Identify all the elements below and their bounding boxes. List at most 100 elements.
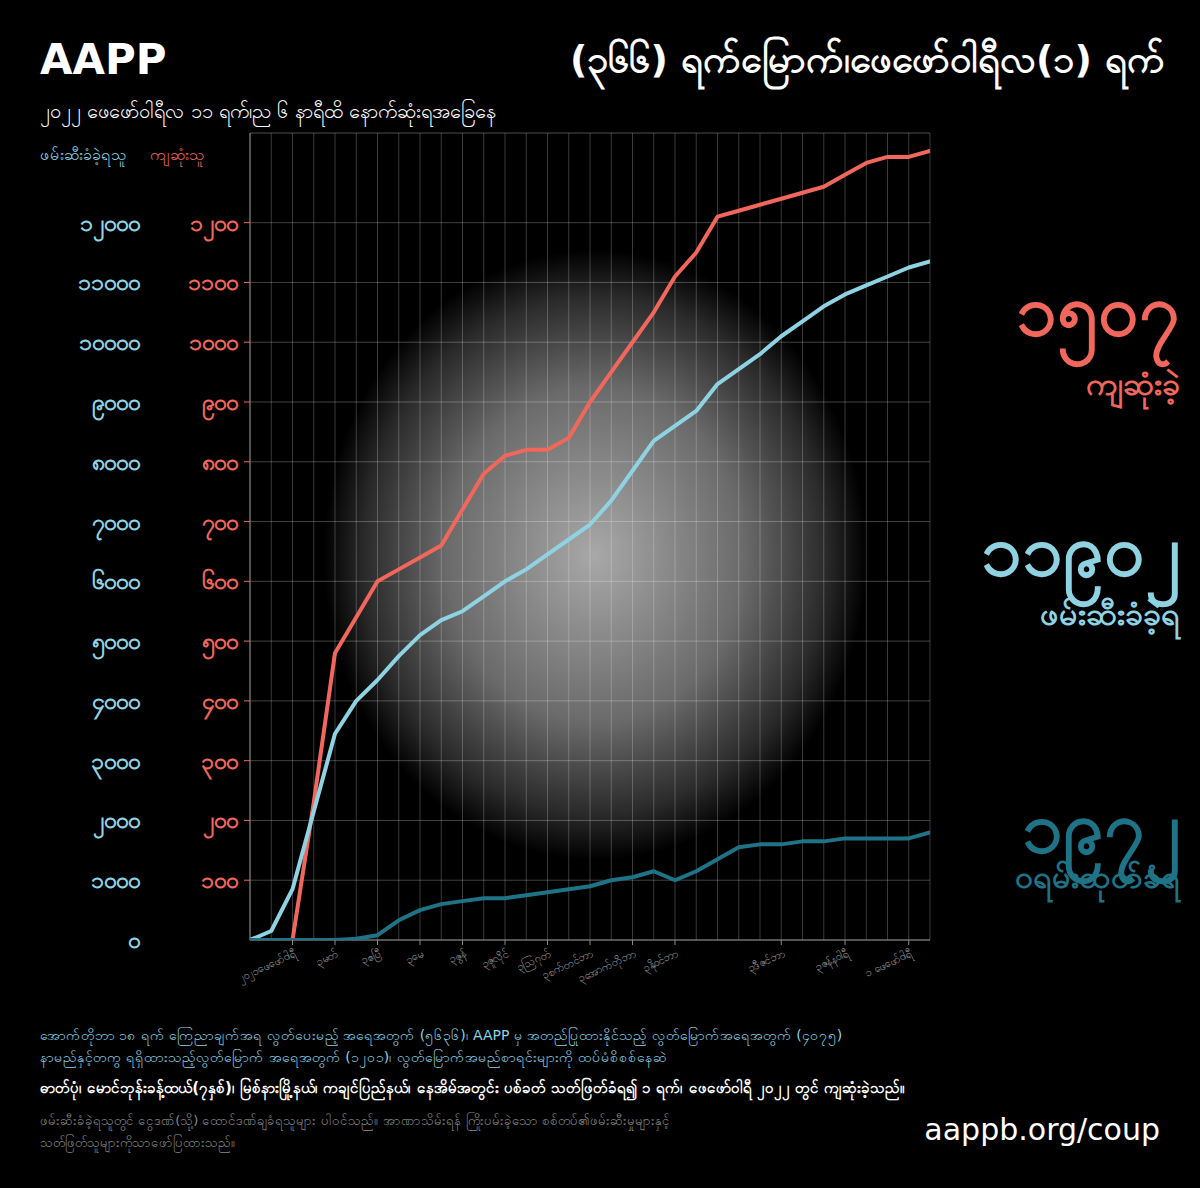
grid-line-y bbox=[250, 820, 930, 821]
grid-line-x bbox=[632, 133, 633, 940]
grid-line-y bbox=[250, 700, 930, 701]
grid-line-y bbox=[250, 461, 930, 462]
series-line bbox=[250, 151, 930, 940]
y2-tick-label: ၁၁၀၀ bbox=[188, 269, 238, 295]
grid-line-x bbox=[377, 133, 378, 940]
y2-axis-title: ကျဆုံးသူ bbox=[150, 145, 205, 167]
chart: ၀၁၀၀၀၂၀၀၀၃၀၀၀၄၀၀၀၅၀၀၀၆၀၀၀၇၀၀၀၈၀၀၀၉၀၀၀၁၀၀… bbox=[0, 0, 1200, 1188]
y-tick-label: ၀ bbox=[128, 927, 140, 953]
grid-line-x bbox=[568, 133, 569, 940]
x-tick-label: ၃ဇွန် bbox=[447, 947, 469, 968]
y-tick-label: ၇၀၀၀ bbox=[92, 509, 140, 541]
grid-line-x bbox=[760, 133, 761, 940]
y2-tick-label: ၅၀၀ bbox=[202, 628, 238, 660]
y-tick-label: ၄၀၀၀ bbox=[92, 688, 140, 720]
x-tick bbox=[377, 940, 378, 945]
y-tick-label: ၃၀၀၀ bbox=[91, 748, 140, 780]
y2-tick-label: ၂၀၀ bbox=[203, 807, 238, 839]
x-tick-label: ၃ဇူလိုင် bbox=[479, 947, 511, 972]
x-tick bbox=[547, 940, 548, 945]
grid-line-x bbox=[420, 133, 421, 940]
grid-line-x bbox=[717, 133, 718, 940]
x-tick bbox=[505, 940, 506, 945]
y-tick-label: ၂၀၀၀ bbox=[93, 807, 140, 839]
y-tick-label: ၁၂၀၀၀ bbox=[80, 210, 140, 242]
grid-line-x bbox=[250, 133, 251, 940]
photo bbox=[323, 250, 867, 860]
x-tick-label: ၃မတ် bbox=[314, 947, 341, 970]
x-tick bbox=[908, 940, 909, 945]
legend-label: ကျဆုံးခဲ့ bbox=[1086, 365, 1180, 410]
y-tick-label: ၆၀၀၀ bbox=[92, 568, 140, 594]
y2-tick bbox=[244, 641, 250, 642]
note: ဓာတ်ပုံ၊ မောင်ဘုန်းခန့်ထယ်(၇နှစ်)၊ မြစ်န… bbox=[40, 1077, 905, 1101]
note: သတ်ဖြတ်သူများကိုသာဖော်ပြထားသည်။ bbox=[40, 1134, 236, 1153]
grid-line-x bbox=[781, 133, 782, 940]
grid-line-y bbox=[250, 282, 930, 283]
series-line bbox=[250, 262, 930, 940]
y2-tick-label: ၁၀၀၀ bbox=[189, 329, 238, 355]
plot-frame-top bbox=[250, 133, 930, 134]
y2-tick-label: ၉၀၀ bbox=[202, 389, 238, 421]
x-tick-label: ၂၀၂၁ဖေဖော်ဝါရီ bbox=[236, 947, 299, 987]
x-tick-label: ၃နိုဝင်ဘာ bbox=[641, 947, 681, 976]
y-tick-label: ၁၀၀၀ bbox=[91, 867, 140, 893]
y2-tick bbox=[244, 581, 250, 582]
grid-line-x bbox=[908, 133, 909, 940]
y2-tick bbox=[244, 282, 250, 283]
grid-line-x bbox=[802, 133, 803, 940]
brand: AAPP bbox=[40, 35, 167, 84]
x-tick-label: ၃ဒီဇင်ဘာ bbox=[746, 947, 788, 977]
y2-tick-label: ၆၀၀ bbox=[202, 568, 238, 594]
y-axis-title: ဖမ်းဆီးခံခဲ့ရသူ bbox=[40, 145, 127, 167]
x-tick-label: ၃ဇန်နဝါရီ bbox=[813, 947, 852, 976]
x-tick bbox=[335, 940, 336, 945]
x-tick-label: ၃အောက်တိုဘာ bbox=[576, 947, 639, 987]
y2-tick bbox=[244, 700, 250, 701]
grid-line-x bbox=[823, 133, 824, 940]
note: အောက်တိုဘာ ၁၈ ရက် ကြေညာချက်အရ လွတ်ပေးမည့… bbox=[40, 1027, 842, 1046]
grid-line-x bbox=[845, 133, 846, 940]
subtitle: ၂၀၂၂ ဖေဖော်ဝါရီလ ၁၁ ရက်၊ည ၆ နာရီထိ နောက်… bbox=[40, 99, 496, 127]
note: ဖမ်းဆီးခံခဲ့ရသူတွင် ငွေဒဏ်(သို့) ထောင်ဒဏ… bbox=[40, 1112, 670, 1131]
y2-tick-label: ၄၀၀ bbox=[202, 688, 238, 720]
x-tick bbox=[781, 940, 782, 945]
y2-tick bbox=[244, 461, 250, 462]
grid-line-y bbox=[250, 760, 930, 761]
x-tick bbox=[590, 940, 591, 945]
legend-label: ဖမ်းဆီးခံခဲ့ရ bbox=[1040, 595, 1182, 640]
grid-line-x bbox=[547, 133, 548, 940]
grid-line-x bbox=[462, 133, 463, 940]
x-tick bbox=[675, 940, 676, 945]
grid-line-x bbox=[398, 133, 399, 940]
x-tick-label: ၁ ဖေဖော်ဝါရီ bbox=[863, 947, 916, 982]
x-tick bbox=[632, 940, 633, 945]
y-axis-line bbox=[250, 133, 251, 940]
legend-total: ၁၁၉၀၂ bbox=[981, 508, 1180, 608]
grid-line-y bbox=[250, 581, 930, 582]
grid-line-x bbox=[356, 133, 357, 940]
y2-tick bbox=[244, 880, 250, 881]
grid-line-x bbox=[483, 133, 484, 940]
grid-line-x bbox=[590, 133, 591, 940]
legend-label: ဝရမ်းထုတ်ခံရ bbox=[1015, 858, 1182, 903]
y2-tick-label: ၃၀၀ bbox=[201, 748, 238, 780]
grid-line-y bbox=[250, 880, 930, 881]
series-lines bbox=[250, 151, 930, 940]
grid-line-y bbox=[250, 641, 930, 642]
y2-tick bbox=[244, 760, 250, 761]
grid-line-x bbox=[738, 133, 739, 940]
grid-line-x bbox=[271, 133, 272, 940]
y2-tick bbox=[244, 402, 250, 403]
source-url: aappb.org/coup bbox=[924, 1112, 1160, 1147]
y2-tick-label: ၈၀၀ bbox=[202, 449, 238, 475]
grid-line-x bbox=[292, 133, 293, 940]
y-tick-label: ၁၀၀၀၀ bbox=[79, 329, 140, 355]
title: (၃၆၆) ရက်မြောက်၊ဖေဖော်ဝါရီလ(၁) ရက် bbox=[570, 36, 1165, 90]
legend-total: ၁၅၀၇ bbox=[1016, 268, 1180, 368]
note: နာမည်နှင့်တကွ ရရှိထားသည့်လွတ်မြောက် အရေအ… bbox=[40, 1049, 667, 1068]
y-tick-label: ၅၀၀၀ bbox=[92, 628, 140, 660]
series-line bbox=[250, 832, 930, 940]
y2-tick-label: ၇၀၀ bbox=[202, 509, 238, 541]
y2-tick bbox=[244, 820, 250, 821]
